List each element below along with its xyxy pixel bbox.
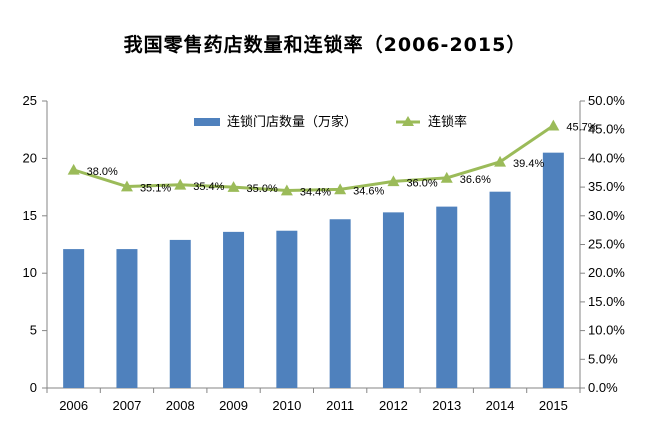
x-tick-label: 2007: [112, 398, 141, 413]
axes: 0 5 10 15 20 25 0.0% 5.0% 10.0% 15.0% 20.0% 25.0% 30…: [23, 93, 626, 413]
line-point: [120, 180, 133, 192]
bar: [169, 239, 191, 388]
y-left-tick-label: 20: [23, 150, 37, 165]
legend: 连锁门店数量（万家） 连锁率: [194, 114, 467, 130]
line-point: [440, 171, 453, 183]
bar: [489, 191, 511, 388]
line-point: [67, 163, 80, 175]
line-point: [280, 184, 293, 196]
x-tick-label: 2012: [379, 398, 408, 413]
legend-bar-swatch: [194, 118, 220, 126]
x-tick-label: 2011: [326, 398, 354, 413]
x-tick-label: 2010: [272, 398, 301, 413]
chart-title: 我国零售药店数量和连锁率（2006-2015）: [123, 34, 527, 56]
y-left-tick-label: 25: [23, 93, 37, 108]
x-tick-label: 2013: [432, 398, 461, 413]
bar-series: [63, 152, 564, 388]
y-right-tick-label: 30.0%: [588, 208, 625, 223]
data-label: 34.6%: [353, 185, 384, 197]
bar: [436, 206, 458, 388]
y-right-tick-label: 35.0%: [588, 179, 625, 194]
line-point: [494, 155, 507, 167]
data-labels: 38.0% 35.1% 35.4% 35.0% 34.4% 34.6% 36.0% 36.6%…: [87, 122, 598, 199]
y-right-tick-label: 40.0%: [588, 150, 625, 165]
bar: [276, 230, 298, 388]
data-label: 45.7%: [566, 122, 597, 134]
data-label: 35.1%: [140, 183, 171, 195]
line-point: [547, 119, 560, 131]
line-point: [227, 181, 240, 192]
data-label: 39.4%: [513, 158, 544, 170]
series-line: [73, 124, 555, 193]
y-right-tick-label: 45.0%: [588, 122, 625, 137]
line-point: [334, 183, 347, 195]
legend-line-marker: [402, 116, 414, 126]
legend-label-line: 连锁率: [428, 114, 467, 130]
x-tick-label: 2009: [219, 398, 248, 413]
bar: [223, 231, 245, 388]
data-label: 35.4%: [193, 181, 224, 193]
line-point: [174, 178, 187, 190]
data-label: 38.0%: [87, 166, 118, 178]
bar: [542, 152, 564, 388]
data-label: 36.0%: [406, 177, 437, 189]
bar: [329, 219, 351, 388]
y-right-tick-label: 15.0%: [588, 294, 625, 309]
data-label: 36.6%: [460, 174, 491, 186]
legend-label-bar: 连锁门店数量（万家）: [227, 114, 357, 130]
data-label: 35.0%: [247, 183, 278, 195]
bar: [116, 249, 138, 388]
y-left-tick-label: 5: [30, 323, 37, 338]
x-tick-label: 2015: [539, 398, 568, 413]
y-left-tick-label: 10: [23, 265, 37, 280]
x-tick-label: 2008: [166, 398, 195, 413]
y-right-tick-label: 5.0%: [588, 351, 618, 366]
bar: [382, 212, 404, 388]
y-right-tick-label: 0.0%: [588, 380, 618, 395]
data-label: 34.4%: [300, 187, 331, 199]
y-right-tick-label: 10.0%: [588, 323, 625, 338]
y-left-tick-label: 0: [30, 380, 37, 395]
bar: [63, 249, 85, 388]
line-series: [67, 119, 560, 196]
y-right-tick-label: 20.0%: [588, 265, 625, 280]
x-tick-label: 2014: [486, 398, 515, 413]
line-point: [387, 175, 400, 187]
x-tick-label: 2006: [59, 398, 88, 413]
y-left-tick-label: 15: [23, 208, 37, 223]
y-right-tick-label: 25.0%: [588, 237, 625, 252]
y-right-tick-label: 50.0%: [588, 93, 625, 108]
